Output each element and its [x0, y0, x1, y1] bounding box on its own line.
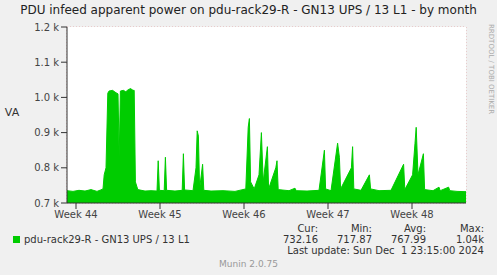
html-text:Max:: Max: [460, 223, 484, 234]
html-text:732.16: 732.16 [283, 234, 318, 245]
svg-text:Week 45: Week 45 [138, 209, 181, 220]
svg-text:0.8 k: 0.8 k [34, 162, 59, 173]
html-text:PDU infeed apparent power on p: PDU infeed apparent power on pdu-rack29-… [20, 3, 477, 17]
svg-text:0.7 k: 0.7 k [34, 198, 59, 209]
svg-text:1.2 k: 1.2 k [34, 22, 59, 33]
html-text:Munin 2.0.75: Munin 2.0.75 [219, 259, 278, 269]
html-text:1.04k: 1.04k [455, 234, 484, 245]
svg-text:Week 46: Week 46 [222, 209, 265, 220]
svg-text:1.1 k: 1.1 k [34, 57, 59, 68]
svg-text:1.0 k: 1.0 k [34, 92, 59, 103]
html-text:Min:: Min: [350, 223, 372, 234]
html-text:Cur:: Cur: [297, 223, 318, 234]
html-text:pdu-rack29-R - GN13 UPS / 13 L: pdu-rack29-R - GN13 UPS / 13 L1 [24, 234, 190, 245]
html-text:Last update: Sun Dec 1 23:15:0: Last update: Sun Dec 1 23:15:00 2024 [287, 245, 484, 256]
svg-text:0.9 k: 0.9 k [34, 127, 59, 138]
svg-text:Week 47: Week 47 [306, 209, 349, 220]
html-text:VA: VA [4, 106, 20, 119]
svg-text:Week 44: Week 44 [54, 209, 97, 220]
html-text:Avg:: Avg: [404, 223, 426, 234]
html-text:717.87: 717.87 [337, 234, 372, 245]
html-text:767.99: 767.99 [391, 234, 426, 245]
html-text:RRDTOOL / TOBI OETIKER: RRDTOOL / TOBI OETIKER [487, 24, 495, 115]
svg-text:Week 48: Week 48 [390, 209, 433, 220]
